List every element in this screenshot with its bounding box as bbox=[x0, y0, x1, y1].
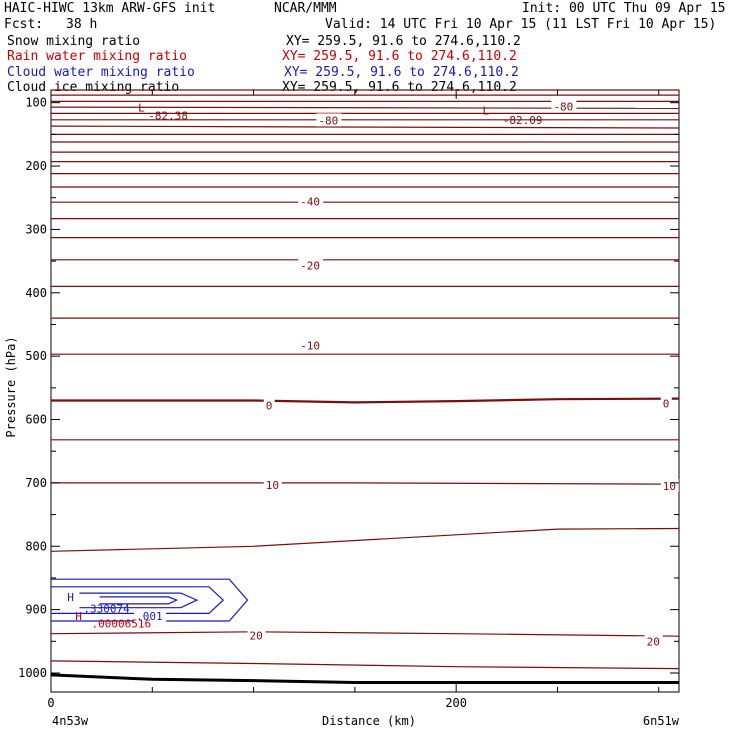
y-tick-label: 600 bbox=[25, 413, 47, 427]
isotherm-line bbox=[51, 482, 680, 485]
contour-label-bg bbox=[660, 396, 672, 410]
isotherm-contours bbox=[50, 89, 680, 684]
cloud-water-line bbox=[99, 596, 179, 605]
contour-label-bg bbox=[298, 338, 324, 352]
y-tick-label: 200 bbox=[25, 159, 47, 173]
x-tick-label: 0 bbox=[47, 696, 54, 710]
x-tick-label: 200 bbox=[445, 696, 467, 710]
forecast-hour: 38 h bbox=[66, 17, 98, 32]
legend-cloud-water-name: Cloud water mixing ratio bbox=[7, 65, 195, 80]
contour-label: 10 bbox=[266, 479, 279, 492]
init-time: Init: 00 UTC Thu 09 Apr 15 bbox=[522, 1, 726, 16]
contour-label: -40 bbox=[300, 196, 320, 209]
organization-label: NCAR/MMM bbox=[274, 1, 337, 16]
legend-rain-name: Rain water mixing ratio bbox=[7, 49, 188, 64]
y-tick-label: 400 bbox=[25, 286, 47, 300]
legend-snow-name: Snow mixing ratio bbox=[7, 34, 141, 49]
contour-label: -82.09 bbox=[503, 114, 543, 127]
contour-label-bg bbox=[644, 634, 663, 648]
y-tick-label: 500 bbox=[25, 349, 47, 363]
forecast-label: Fcst: bbox=[4, 17, 44, 32]
contour-label-bg bbox=[134, 608, 167, 622]
contour-label: .00006516 bbox=[92, 618, 152, 631]
contour-label: 10 bbox=[663, 480, 676, 493]
contour-label-bg bbox=[298, 194, 324, 208]
contour-label: 20 bbox=[250, 630, 263, 643]
contour-label: -10 bbox=[300, 339, 320, 352]
contour-label: 0 bbox=[266, 400, 273, 413]
x-axis-label: Distance (km) bbox=[322, 714, 416, 728]
legend-cloud-ice-name: Cloud ice mixing ratio bbox=[7, 80, 180, 95]
contour-label-bg bbox=[263, 398, 275, 412]
contour-label: -20 bbox=[300, 260, 320, 273]
contour-label: L bbox=[482, 104, 489, 117]
y-tick-label: 300 bbox=[25, 222, 47, 236]
contour-label-bg bbox=[660, 479, 679, 493]
cloud-water-line bbox=[79, 592, 199, 609]
right-endpoint-label: 6n51w bbox=[643, 714, 680, 728]
legend-snow-xy: XY= 259.5, 91.6 to 274.6,110.2 bbox=[286, 34, 521, 49]
contour-label: H bbox=[75, 610, 82, 623]
isotherm-line bbox=[50, 660, 680, 670]
y-tick-label: 900 bbox=[25, 603, 47, 617]
isotherm-line bbox=[50, 631, 680, 637]
isotherm-line bbox=[50, 673, 679, 684]
y-axis-label: Pressure (hPa) bbox=[4, 336, 18, 437]
contour-label-bg bbox=[316, 113, 342, 127]
contour-label-bg bbox=[298, 258, 324, 272]
legend-cloud-ice-xy: XY= 259.5, 91.6 to 274.6,110.2 bbox=[282, 80, 517, 95]
isotherm-line bbox=[50, 125, 680, 129]
left-endpoint-label: 4n53w bbox=[52, 714, 89, 728]
chart-title: HAIC-HIWC 13km ARW-GFS init bbox=[4, 1, 216, 16]
cloud-water-line bbox=[51, 578, 249, 622]
isotherm-line bbox=[51, 397, 680, 404]
y-tick-label: 800 bbox=[25, 539, 47, 553]
legend-cloud-water-xy: XY= 259.5, 91.6 to 274.6,110.2 bbox=[284, 65, 519, 80]
contour-label: .330074 bbox=[83, 602, 130, 615]
y-tick-label: 700 bbox=[25, 476, 47, 490]
isotherm-line bbox=[50, 527, 680, 552]
contour-label-bg bbox=[551, 99, 577, 113]
contour-label-bg bbox=[263, 477, 282, 491]
legend-rain-xy: XY= 259.5, 91.6 to 274.6,110.2 bbox=[282, 49, 517, 64]
contour-label: -80 bbox=[553, 100, 573, 113]
y-tick-label: 1000 bbox=[18, 666, 47, 680]
y-tick-label: 100 bbox=[25, 96, 47, 110]
contour-label: H bbox=[67, 591, 74, 604]
contour-label: .001 bbox=[136, 610, 163, 623]
contour-label: -82.38 bbox=[148, 109, 188, 122]
contour-label: -80 bbox=[318, 114, 338, 127]
valid-time: Valid: 14 UTC Fri 10 Apr 15 (11 LST Fri … bbox=[325, 17, 717, 32]
contour-label: 20 bbox=[647, 635, 660, 648]
contour-label: 0 bbox=[663, 398, 670, 411]
isotherm-line bbox=[50, 106, 680, 110]
contour-label: L bbox=[138, 102, 145, 115]
contour-label-bg bbox=[247, 628, 266, 642]
plot-frame bbox=[50, 89, 680, 693]
plot-border bbox=[50, 89, 680, 693]
